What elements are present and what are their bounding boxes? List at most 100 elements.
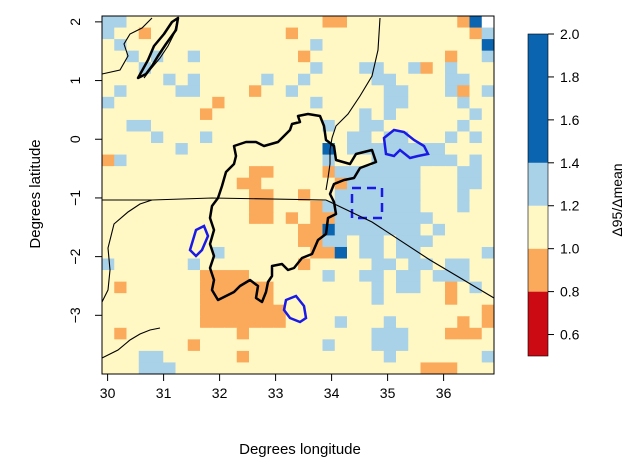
heatmap-cell — [126, 235, 140, 248]
heatmap-cell — [126, 281, 140, 294]
heatmap-cell — [445, 96, 458, 109]
heatmap-cell — [151, 304, 164, 317]
heatmap-cell — [249, 119, 262, 132]
heatmap-cell — [200, 143, 213, 156]
heatmap-cell — [322, 304, 336, 317]
heatmap-cell — [163, 73, 176, 86]
heatmap-cell — [187, 27, 201, 40]
heatmap-cell — [285, 350, 299, 363]
heatmap-cell — [347, 177, 360, 190]
heatmap-cell — [114, 223, 127, 236]
heatmap-cell — [273, 189, 287, 202]
heatmap-cell — [383, 154, 397, 167]
heatmap-cell — [175, 258, 189, 271]
heatmap-cell — [175, 304, 189, 317]
heatmap-cell — [481, 16, 495, 29]
heatmap-cell — [273, 143, 287, 156]
heatmap-cell — [481, 131, 495, 144]
heatmap-cell — [383, 189, 397, 202]
heatmap-cell — [396, 339, 409, 352]
heatmap-cell — [212, 281, 225, 294]
heatmap-cell — [457, 62, 470, 75]
heatmap-cell — [322, 293, 336, 306]
heatmap-cell — [445, 316, 458, 329]
southern-lake-outline — [282, 294, 308, 324]
heatmap-cell — [285, 304, 299, 317]
heatmap-cell — [396, 166, 409, 179]
heatmap-cell — [212, 258, 225, 271]
heatmap-cell — [408, 85, 421, 98]
heatmap-cell — [187, 212, 201, 225]
heatmap-cell — [457, 143, 470, 156]
heatmap-cell — [481, 362, 495, 375]
heatmap-cell — [200, 85, 213, 98]
heatmap-cell — [432, 108, 446, 121]
heatmap-cell — [273, 304, 287, 317]
heatmap-cell — [481, 39, 495, 52]
heatmap-cell — [457, 281, 470, 294]
heatmap-cell — [408, 223, 421, 236]
heatmap-cell — [298, 16, 311, 29]
heatmap-cell — [261, 189, 274, 202]
heatmap-cell — [138, 258, 152, 271]
heatmap-cell — [469, 258, 483, 271]
heatmap-cell — [249, 350, 262, 363]
heatmap-cell — [334, 166, 348, 179]
heatmap-cell — [163, 200, 176, 213]
heatmap-cell — [249, 50, 262, 63]
heatmap-cell — [175, 293, 189, 306]
heatmap-cell — [175, 154, 189, 167]
heatmap-cell — [371, 223, 385, 236]
heatmap-cell — [408, 177, 421, 190]
heatmap-cell — [396, 316, 409, 329]
heatmap-cell — [249, 327, 262, 340]
heatmap-cell — [236, 293, 250, 306]
heatmap-cell — [224, 16, 238, 29]
heatmap-cell — [114, 50, 127, 63]
heatmap-cell — [420, 154, 434, 167]
heatmap-cell — [114, 362, 127, 375]
heatmap-cell — [212, 50, 225, 63]
heatmap-cell — [383, 293, 397, 306]
heatmap-cell — [469, 304, 483, 317]
heatmap-cell — [175, 362, 189, 375]
heatmap-cell — [445, 281, 458, 294]
heatmap-cell — [298, 316, 311, 329]
heatmap-cell — [163, 223, 176, 236]
heatmap-cell — [114, 316, 127, 329]
heatmap-cell — [310, 50, 323, 63]
heatmap-cell — [126, 177, 140, 190]
heatmap-cell — [383, 166, 397, 179]
heatmap-cell — [138, 119, 152, 132]
heatmap-cell — [102, 16, 115, 29]
heatmap-cell — [469, 362, 483, 375]
heatmap-cell — [347, 200, 360, 213]
heatmap-cell — [261, 85, 274, 98]
heatmap-cell — [445, 143, 458, 156]
heatmap-cell — [285, 73, 299, 86]
heatmap-cell — [420, 270, 434, 283]
heatmap-cell — [224, 270, 238, 283]
heatmap-cell — [224, 27, 238, 40]
plot-frame — [101, 15, 495, 375]
heatmap-cell — [432, 96, 446, 109]
heatmap-cell — [457, 73, 470, 86]
heatmap-cell — [383, 316, 397, 329]
heatmap-cell — [200, 350, 213, 363]
heatmap-cell — [285, 39, 299, 52]
heatmap-cell — [445, 304, 458, 317]
heatmap-cell — [334, 293, 348, 306]
heatmap-cell — [224, 327, 238, 340]
heatmap-cell — [481, 258, 495, 271]
heatmap-cell — [445, 212, 458, 225]
heatmap-cell — [420, 16, 434, 29]
heatmap-cell — [359, 96, 372, 109]
heatmap-cell — [126, 39, 140, 52]
heatmap-cell — [310, 119, 323, 132]
heatmap-cell — [420, 119, 434, 132]
heatmap-cell — [249, 189, 262, 202]
heatmap-cell — [359, 50, 372, 63]
heatmap-cell — [200, 327, 213, 340]
heatmap-cell — [371, 50, 385, 63]
